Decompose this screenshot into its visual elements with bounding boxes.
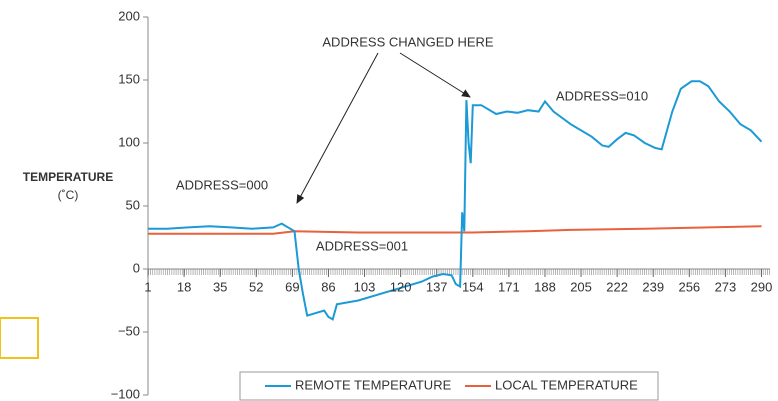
x-tick-label: 52 [249, 279, 263, 294]
y-axis-label: TEMPERATURE [23, 170, 113, 184]
x-tick-label: 35 [213, 279, 227, 294]
x-tick-label: 290 [751, 279, 773, 294]
arrow [296, 52, 379, 204]
x-tick-label: 86 [321, 279, 335, 294]
x-tick-label: 1 [144, 279, 151, 294]
y-tick-label: −50 [118, 323, 140, 338]
annotation: ADDRESS=000 [176, 177, 268, 192]
series-line [148, 80, 763, 321]
x-tick-label: 120 [390, 279, 412, 294]
series-line [148, 225, 762, 235]
x-tick-label: 188 [534, 279, 556, 294]
x-tick-label: 205 [570, 279, 592, 294]
x-tick-label: 154 [462, 279, 484, 294]
x-tick-label: 273 [715, 279, 737, 294]
decor-box [0, 317, 39, 359]
annotation: ADDRESS=001 [316, 238, 408, 253]
annotation: ADDRESS=010 [556, 88, 648, 103]
legend-label: REMOTE TEMPERATURE [295, 377, 452, 392]
y-tick-label: 50 [126, 197, 140, 212]
minor-ticks [148, 269, 770, 275]
x-tick-label: 171 [498, 279, 520, 294]
x-tick-label: 256 [678, 279, 700, 294]
x-tick-label: 222 [606, 279, 628, 294]
x-tick-label: 18 [177, 279, 191, 294]
legend-label: LOCAL TEMPERATURE [495, 377, 638, 392]
legend [239, 371, 659, 401]
x-tick-label: 137 [426, 279, 448, 294]
x-tick-label: 103 [354, 279, 376, 294]
annotation: ADDRESS CHANGED HERE [322, 34, 494, 49]
y-tick-label: 200 [118, 8, 140, 23]
y-tick-label: 150 [118, 71, 140, 86]
y-tick-label: 100 [118, 134, 140, 149]
y-tick-label: −100 [111, 386, 140, 401]
x-tick-label: 69 [285, 279, 299, 294]
arrow [399, 52, 471, 98]
x-tick-label: 239 [642, 279, 664, 294]
y-axis-unit: (˚C) [58, 188, 79, 202]
y-tick-label: 0 [133, 260, 140, 275]
